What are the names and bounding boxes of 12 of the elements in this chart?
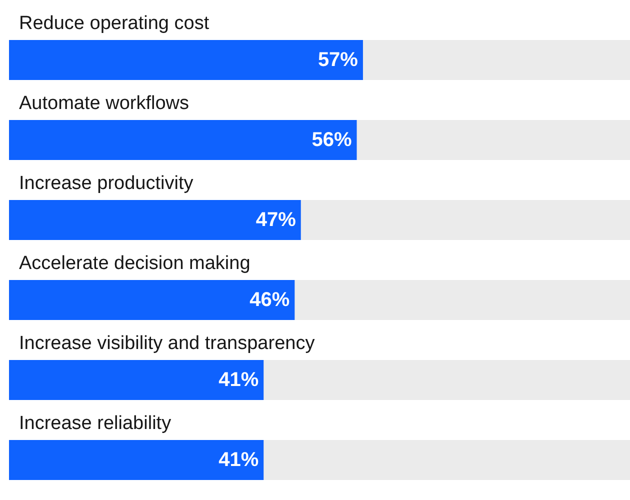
data-label: 46%: [250, 289, 290, 311]
y-tick-label: Increase visibility and transparency: [19, 333, 316, 354]
data-label: 41%: [218, 449, 259, 471]
y-tick-label: Accelerate decision making: [19, 253, 250, 274]
y-tick-label: Increase productivity: [19, 173, 194, 194]
y-tick-label: Automate workflows: [19, 93, 190, 114]
y-tick-label: Reduce operating cost: [19, 13, 210, 34]
data-label: 41%: [218, 369, 259, 391]
data-label: 57%: [318, 49, 358, 71]
data-label: 56%: [312, 129, 352, 151]
data-label: 47%: [256, 209, 296, 231]
y-tick-label: Increase reliability: [19, 413, 172, 434]
